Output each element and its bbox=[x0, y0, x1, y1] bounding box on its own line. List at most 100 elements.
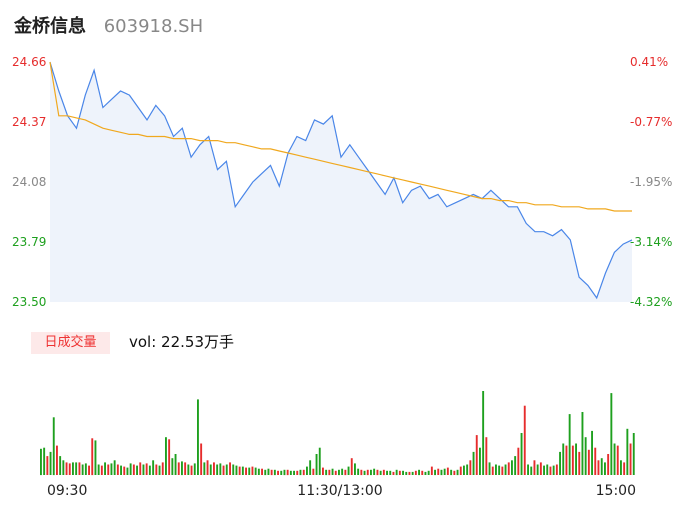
volume-bar bbox=[389, 470, 392, 475]
volume-bar bbox=[84, 463, 87, 475]
volume-bar bbox=[587, 449, 590, 475]
volume-bar bbox=[597, 460, 600, 475]
volume-bar bbox=[328, 469, 331, 476]
volume-bar bbox=[402, 470, 404, 475]
volume-bar bbox=[267, 468, 270, 475]
volume-bar bbox=[184, 462, 187, 475]
price-line-area bbox=[50, 62, 632, 302]
volume-bar bbox=[578, 451, 581, 475]
volume-bar bbox=[113, 460, 116, 475]
price-line bbox=[49, 61, 633, 300]
volume-bar bbox=[232, 464, 235, 475]
volume-bar bbox=[177, 462, 180, 475]
y-tick-right: -4.32% bbox=[630, 295, 672, 309]
volume-bar bbox=[203, 462, 206, 475]
volume-bar bbox=[386, 470, 388, 475]
volume-bar bbox=[463, 465, 465, 475]
volume-bar bbox=[344, 469, 347, 476]
volume-bar bbox=[450, 469, 453, 476]
volume-bar bbox=[411, 471, 414, 475]
volume-bar bbox=[200, 443, 203, 475]
volume-bar bbox=[559, 451, 561, 475]
volume-bar bbox=[414, 470, 417, 475]
volume-bar bbox=[533, 460, 536, 475]
volume-bar bbox=[495, 464, 497, 475]
volume-bar bbox=[293, 470, 295, 475]
volume-bar bbox=[222, 465, 225, 475]
volume-bar bbox=[62, 460, 65, 475]
volume-bar bbox=[466, 464, 469, 475]
volume-bar bbox=[88, 465, 90, 475]
x-tick-label: 09:30 bbox=[47, 483, 87, 499]
volume-bar bbox=[600, 458, 603, 475]
volume-bar bbox=[264, 469, 267, 476]
y-tick-left: 23.50 bbox=[12, 295, 46, 309]
volume-bar bbox=[373, 468, 376, 475]
volume-bar bbox=[546, 464, 549, 475]
volume-bar bbox=[421, 470, 424, 475]
y-tick-right: -1.95% bbox=[630, 175, 672, 189]
volume-bar bbox=[459, 466, 462, 475]
volume-bar bbox=[225, 464, 228, 475]
volume-bar bbox=[43, 447, 46, 475]
y-tick-right: -0.77% bbox=[630, 115, 672, 129]
volume-bar bbox=[350, 458, 353, 475]
volume-bar bbox=[530, 466, 533, 475]
volume-bar bbox=[616, 445, 619, 475]
volume-bar bbox=[584, 437, 587, 475]
volume-bar bbox=[632, 433, 635, 475]
volume-bar bbox=[555, 464, 558, 475]
volume-bar bbox=[238, 466, 241, 475]
volume-bar bbox=[100, 465, 103, 475]
volume-bar bbox=[213, 462, 215, 475]
volume-bar bbox=[283, 469, 286, 476]
volume-bar bbox=[322, 467, 324, 475]
y-tick-left: 24.08 bbox=[12, 175, 46, 189]
volume-bar bbox=[209, 464, 212, 475]
volume-bar bbox=[491, 466, 494, 475]
volume-bar bbox=[536, 464, 539, 475]
volume-bar bbox=[286, 469, 289, 476]
volume-bar bbox=[427, 470, 430, 475]
stock-name: 金桥信息 bbox=[14, 16, 86, 37]
y-tick-left: 24.37 bbox=[12, 115, 46, 129]
volume-bar bbox=[424, 471, 427, 475]
volume-bar bbox=[315, 454, 318, 475]
volume-bar bbox=[443, 468, 446, 475]
x-tick-label: 11:30/13:00 bbox=[297, 483, 382, 499]
volume-bar bbox=[354, 463, 356, 475]
volume-bar bbox=[594, 447, 597, 475]
volume-bar bbox=[623, 462, 626, 475]
volume-bar bbox=[254, 467, 257, 475]
volume-bar bbox=[571, 445, 574, 475]
volume-bar bbox=[123, 466, 126, 475]
volume-bar bbox=[104, 462, 106, 475]
volume-bar bbox=[488, 462, 491, 475]
volume-bar bbox=[81, 464, 84, 475]
volume-bar bbox=[318, 447, 321, 475]
volume-bar bbox=[511, 460, 513, 475]
volume-bar bbox=[552, 465, 555, 475]
volume-bar bbox=[514, 456, 517, 475]
volume-bar bbox=[306, 466, 308, 475]
volume-bar bbox=[434, 469, 436, 476]
volume-bar bbox=[158, 465, 161, 475]
volume-bar bbox=[116, 464, 119, 475]
volume-bar bbox=[562, 443, 565, 475]
volume-bar bbox=[418, 469, 420, 476]
volume-bar bbox=[469, 460, 472, 475]
volume-bar bbox=[395, 469, 398, 476]
volume-bar bbox=[280, 470, 283, 475]
volume-badge: 日成交量 bbox=[31, 332, 110, 354]
volume-bar bbox=[120, 465, 122, 475]
volume-bar bbox=[296, 470, 299, 475]
volume-bar bbox=[197, 399, 199, 475]
stock-code: 603918.SH bbox=[103, 16, 204, 37]
volume-bar bbox=[575, 443, 577, 475]
volume-bar bbox=[360, 469, 363, 476]
volume-bar bbox=[446, 467, 449, 475]
volume-bar bbox=[482, 391, 485, 475]
volume-bar bbox=[257, 468, 260, 475]
volume-summary: vol: 22.53万手 bbox=[129, 333, 234, 351]
volume-bar bbox=[607, 454, 610, 475]
